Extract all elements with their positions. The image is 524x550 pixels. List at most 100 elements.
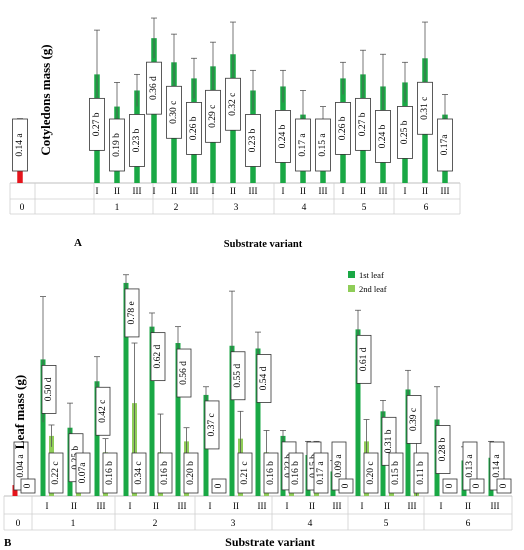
panel-a-letter: A <box>74 237 82 249</box>
panel-b-subvariant-tick: I <box>361 501 364 511</box>
panel-a-data-label: 0.19 b <box>112 133 122 157</box>
panel-b-subvariant-tick: II <box>309 501 315 511</box>
panel-b-data-label-1st-leaf: 0.62 d <box>153 345 163 369</box>
panel-a-data-label: 0.32 c <box>228 93 238 116</box>
panel-b-subvariant-tick: I <box>46 501 49 511</box>
panel-a-data-label: 0.31 c <box>420 97 430 120</box>
panel-a-subvariant-tick: II <box>300 186 306 196</box>
panel-a-label-box <box>315 118 331 172</box>
panel-b-subvariant-tick: I <box>286 501 289 511</box>
panel-a-data-label: 0.24 b <box>378 124 388 148</box>
panel-a-subvariant-tick: III <box>249 186 258 196</box>
panel-b-label-box-1st-leaf <box>435 425 451 474</box>
panel-a-data-label: 0.23 b <box>248 128 258 152</box>
panel-b-data-label-2nd-leaf: 0.11 b <box>416 461 426 485</box>
panel-a-variant-tick: 1 <box>115 203 120 213</box>
panel-b-bar-1st-leaf <box>94 381 100 496</box>
panel-a-data-label: 0.29 c <box>208 105 218 128</box>
panel-a-data-label: 0.25 b <box>400 120 410 144</box>
panel-b-data-label-2nd-leaf: 0 <box>499 483 509 488</box>
panel-b-variant-tick: 4 <box>308 519 313 529</box>
panel-a-data-label: 0.26 b <box>189 116 199 140</box>
panel-a-variant-tick: 2 <box>174 203 179 213</box>
panel-a-y-axis-title: Cotyledons mass (g) <box>38 44 53 155</box>
panel-b-label-box-2nd-leaf <box>442 478 458 494</box>
panel-a-subvariant-tick: III <box>133 186 142 196</box>
panel-a-label-box <box>417 81 433 135</box>
panel-b-data-label-2nd-leaf: 0.34 c <box>134 461 144 484</box>
panel-b-data-label-1st-leaf: 0.78 e <box>127 301 137 324</box>
panel-b-label-box-2nd-leaf <box>157 452 173 494</box>
panel-a-data-label: 0.27 b <box>92 112 102 136</box>
panel-b-data-label-2nd-leaf: 0 <box>23 483 33 488</box>
panel-a-label-box <box>146 61 162 115</box>
panel-b-label-box-2nd-leaf <box>75 452 91 494</box>
panel-b-label-box-1st-leaf <box>176 348 192 398</box>
panel-b-data-label-1st-leaf: 0.50 d <box>44 377 54 401</box>
legend-swatch-2nd-leaf <box>348 285 355 292</box>
panel-b-subvariant-tick: I <box>440 501 443 511</box>
panel-b-label-box-1st-leaf <box>406 395 422 444</box>
panel-a-variant-tick: 6 <box>424 203 429 213</box>
panel-a-label-box <box>205 89 221 143</box>
panel-b-data-label-2nd-leaf: 0.22 c <box>51 461 61 484</box>
panel-b-x-axis-title: Substrate variant <box>225 535 315 549</box>
panel-b-data-label-2nd-leaf: 0.07a <box>78 462 88 484</box>
panel-b-data-label-1st-leaf: 0.13 a <box>465 454 475 478</box>
legend-label-1st-leaf: 1st leaf <box>359 270 384 280</box>
panel-b-data-label-1st-leaf: 0.61 d <box>359 347 369 371</box>
panel-b-label-box-2nd-leaf <box>363 452 379 494</box>
panel-b-variant-tick: 2 <box>153 519 158 529</box>
panel-a-subvariant-tick: II <box>230 186 236 196</box>
panel-b-data-label-2nd-leaf: 0 <box>341 483 351 488</box>
panel-a-label-box <box>186 101 202 155</box>
panel-b-label-box-1st-leaf <box>41 365 57 414</box>
panel-b-subvariant-tick: II <box>384 501 390 511</box>
panel-b-label-box-2nd-leaf <box>183 452 199 494</box>
panel-b-data-label-1st-leaf: 0.54 d <box>259 366 269 390</box>
panel-b-data-label-1st-leaf: 0.39 c <box>409 408 419 431</box>
panel-b-subvariant-tick: II <box>233 501 239 511</box>
panel-b-data-label-1st-leaf: 0.09 a <box>334 454 344 478</box>
panel-b-variant-tick: 6 <box>466 519 471 529</box>
panel-a-label-box <box>437 118 453 172</box>
panel-a-label-box <box>225 77 241 131</box>
panel-b-data-label-2nd-leaf: 0.15 b <box>391 461 401 485</box>
panel-b-data-label-2nd-leaf: 0.16 b <box>105 461 115 485</box>
panel-a-subvariant-tick: I <box>404 186 407 196</box>
panel-a-subvariant-tick: III <box>319 186 328 196</box>
panel-a-label-box <box>375 110 391 163</box>
panel-a-label-box <box>397 106 413 159</box>
panel-a-label-box <box>12 118 28 172</box>
panel-b-data-label-1st-leaf: 0.55 d <box>233 364 243 388</box>
panel-a-data-label: 0.24 b <box>278 124 288 148</box>
panel-a-subvariant-tick: II <box>360 186 366 196</box>
panel-b-variant-tick: 5 <box>384 519 389 529</box>
panel-b-data-label-2nd-leaf: 0.20 c <box>366 461 376 484</box>
panel-b-bar-1st-leaf <box>40 359 46 496</box>
panel-b-subvariant-tick: III <box>97 501 106 511</box>
panel-b-data-label-2nd-leaf: 0.17 a <box>316 461 326 485</box>
panel-b-subvariant-tick: III <box>491 501 500 511</box>
panel-b-bar-1st-leaf <box>12 485 18 496</box>
panel-a-data-label: 0.30 c <box>169 101 179 124</box>
panel-b-label-box-1st-leaf <box>150 332 166 382</box>
panel-b-bar-1st-leaf <box>229 345 235 496</box>
panel-a-subvariant-tick: I <box>342 186 345 196</box>
panel-b-data-label-1st-leaf: 0.14 a <box>492 454 502 478</box>
panel-b-data-label-2nd-leaf: 0.16 b <box>160 461 170 485</box>
panel-a-data-label: 0.17 a <box>298 133 308 157</box>
panel-b-label-box-2nd-leaf <box>388 452 404 494</box>
panel-a-subvariant-tick: III <box>441 186 450 196</box>
panel-a-label-box <box>355 97 371 151</box>
panel-b-bar-1st-leaf <box>255 348 261 496</box>
panel-a-label-box <box>89 97 105 151</box>
panel-b-label-box-2nd-leaf <box>102 452 118 494</box>
panel-b-label-box-2nd-leaf <box>413 452 429 494</box>
panel-b-data-label-1st-leaf: 0.31 b <box>384 429 394 453</box>
panel-b-label-box-2nd-leaf <box>288 452 304 494</box>
panel-a-label-box <box>275 110 291 163</box>
panel-b-bar-1st-leaf <box>175 343 181 496</box>
